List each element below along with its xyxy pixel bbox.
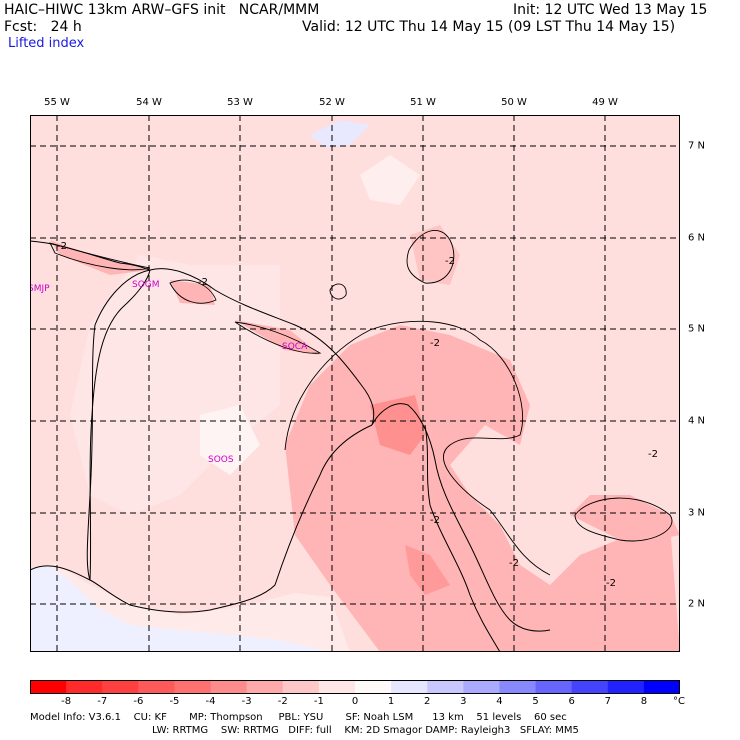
colorbar-tick-label: -6 [133,696,144,707]
colorbar-tick-label: 5 [532,696,539,707]
colorbar-tick-label: 8 [640,696,648,707]
instability-region [235,320,320,355]
contour-label: -2 [430,515,440,526]
colorbar-swatch [355,680,392,694]
colorbar-swatch [535,680,573,694]
header-model-title: HAIC–HIWC 13km ARW–GFS init NCAR/MMM [4,2,320,18]
contour-label: -2 [57,241,67,252]
stable-region [70,255,280,515]
colorbar-tick-label: -2 [277,696,288,707]
colorbar-swatch [174,680,212,694]
colorbar-swatch [643,680,680,694]
colorbar-swatch [282,680,320,694]
header-valid-time: Valid: 12 UTC Thu 14 May 15 (09 LST Thu … [302,19,676,35]
station-label: SMJP [30,284,50,294]
field-name: Lifted index [8,36,85,51]
lat-label: 5 N [688,323,706,335]
colorbar-tick-label: -7 [97,696,108,707]
colorbar-swatch [463,680,500,694]
colorbar-tick-label: 0 [351,696,359,707]
lon-label: 55 W [44,97,70,108]
instability-region [405,545,450,595]
contour-label: -2 [509,558,519,569]
lon-label: 53 W [227,97,253,108]
colorbar-swatch [391,680,428,694]
model-info-line2: LW: RRTMG SW: RRTMG DIFF: full KM: 2D Sm… [152,725,579,736]
colorbar [30,680,680,694]
stable-region [200,405,260,475]
lat-label: 7 N [688,140,706,152]
colorbar-swatch [210,680,248,694]
colorbar-swatch [499,680,537,694]
station-label: SOGM [132,280,160,290]
colorbar-tick-label: -4 [205,696,216,707]
lifted-index-map: SMJP SOGM SOCA SOOS -2 -2 -2 -2 -2 -2 -2… [30,115,680,652]
lat-label: 3 N [688,507,706,519]
contour-label: -2 [606,578,616,589]
colorbar-swatch [427,680,464,694]
stable-region [30,565,330,652]
lon-label: 49 W [592,97,618,108]
lon-label: 50 W [501,97,527,108]
colorbar-tick-label: -8 [61,696,72,707]
colorbar-unit: °C [673,696,685,707]
stable-region [360,155,420,205]
colorbar-tick-label: 2 [424,696,431,707]
colorbar-swatch [66,680,103,694]
contour-label: -2 [648,449,658,460]
contour-label: -2 [430,338,440,349]
contour-label: -2 [445,256,455,267]
coastline [149,268,551,632]
lat-lon-grid [30,115,680,652]
header-init-time: Init: 12 UTC Wed 13 May 15 [513,2,708,18]
map-frame [30,115,680,652]
stable-region [310,120,370,147]
colorbar-tick-label: -3 [241,696,252,707]
colorbar-swatch [246,680,284,694]
border-line [89,424,373,613]
instability-region [570,495,680,545]
station-label: SOCA [282,342,308,352]
border-line [424,424,501,652]
colorbar-tick-label: 4 [496,696,503,707]
header-forecast-hour: Fcst: 24 h [4,19,82,35]
colorbar-swatch [607,680,645,694]
contour-label: -2 [198,277,208,288]
instability-region [170,280,215,305]
colorbar-tick-label: -5 [169,696,180,707]
colorbar-tick-label: 7 [604,696,611,707]
lon-label: 52 W [319,97,345,108]
colorbar-tick-label: 6 [568,696,575,707]
colorbar-tick-label: 3 [460,696,467,707]
station-label: SOOS [208,455,234,465]
colorbar-swatch [571,680,609,694]
colorbar-tick-label: 1 [387,696,395,707]
lat-label: 4 N [688,415,706,427]
lon-label: 54 W [136,97,162,108]
colorbar-swatch [30,680,67,694]
lat-label: 6 N [688,232,706,244]
model-info-line1: Model Info: V3.6.1 CU: KF MP: Thompson P… [30,712,567,723]
colorbar-tick-label: -1 [313,696,324,707]
lat-label: 2 N [688,598,706,610]
colorbar-swatch [318,680,356,694]
colorbar-frame [30,680,680,694]
colorbar-swatch [102,680,139,694]
lon-label: 51 W [410,97,436,108]
colorbar-swatch [138,680,175,694]
